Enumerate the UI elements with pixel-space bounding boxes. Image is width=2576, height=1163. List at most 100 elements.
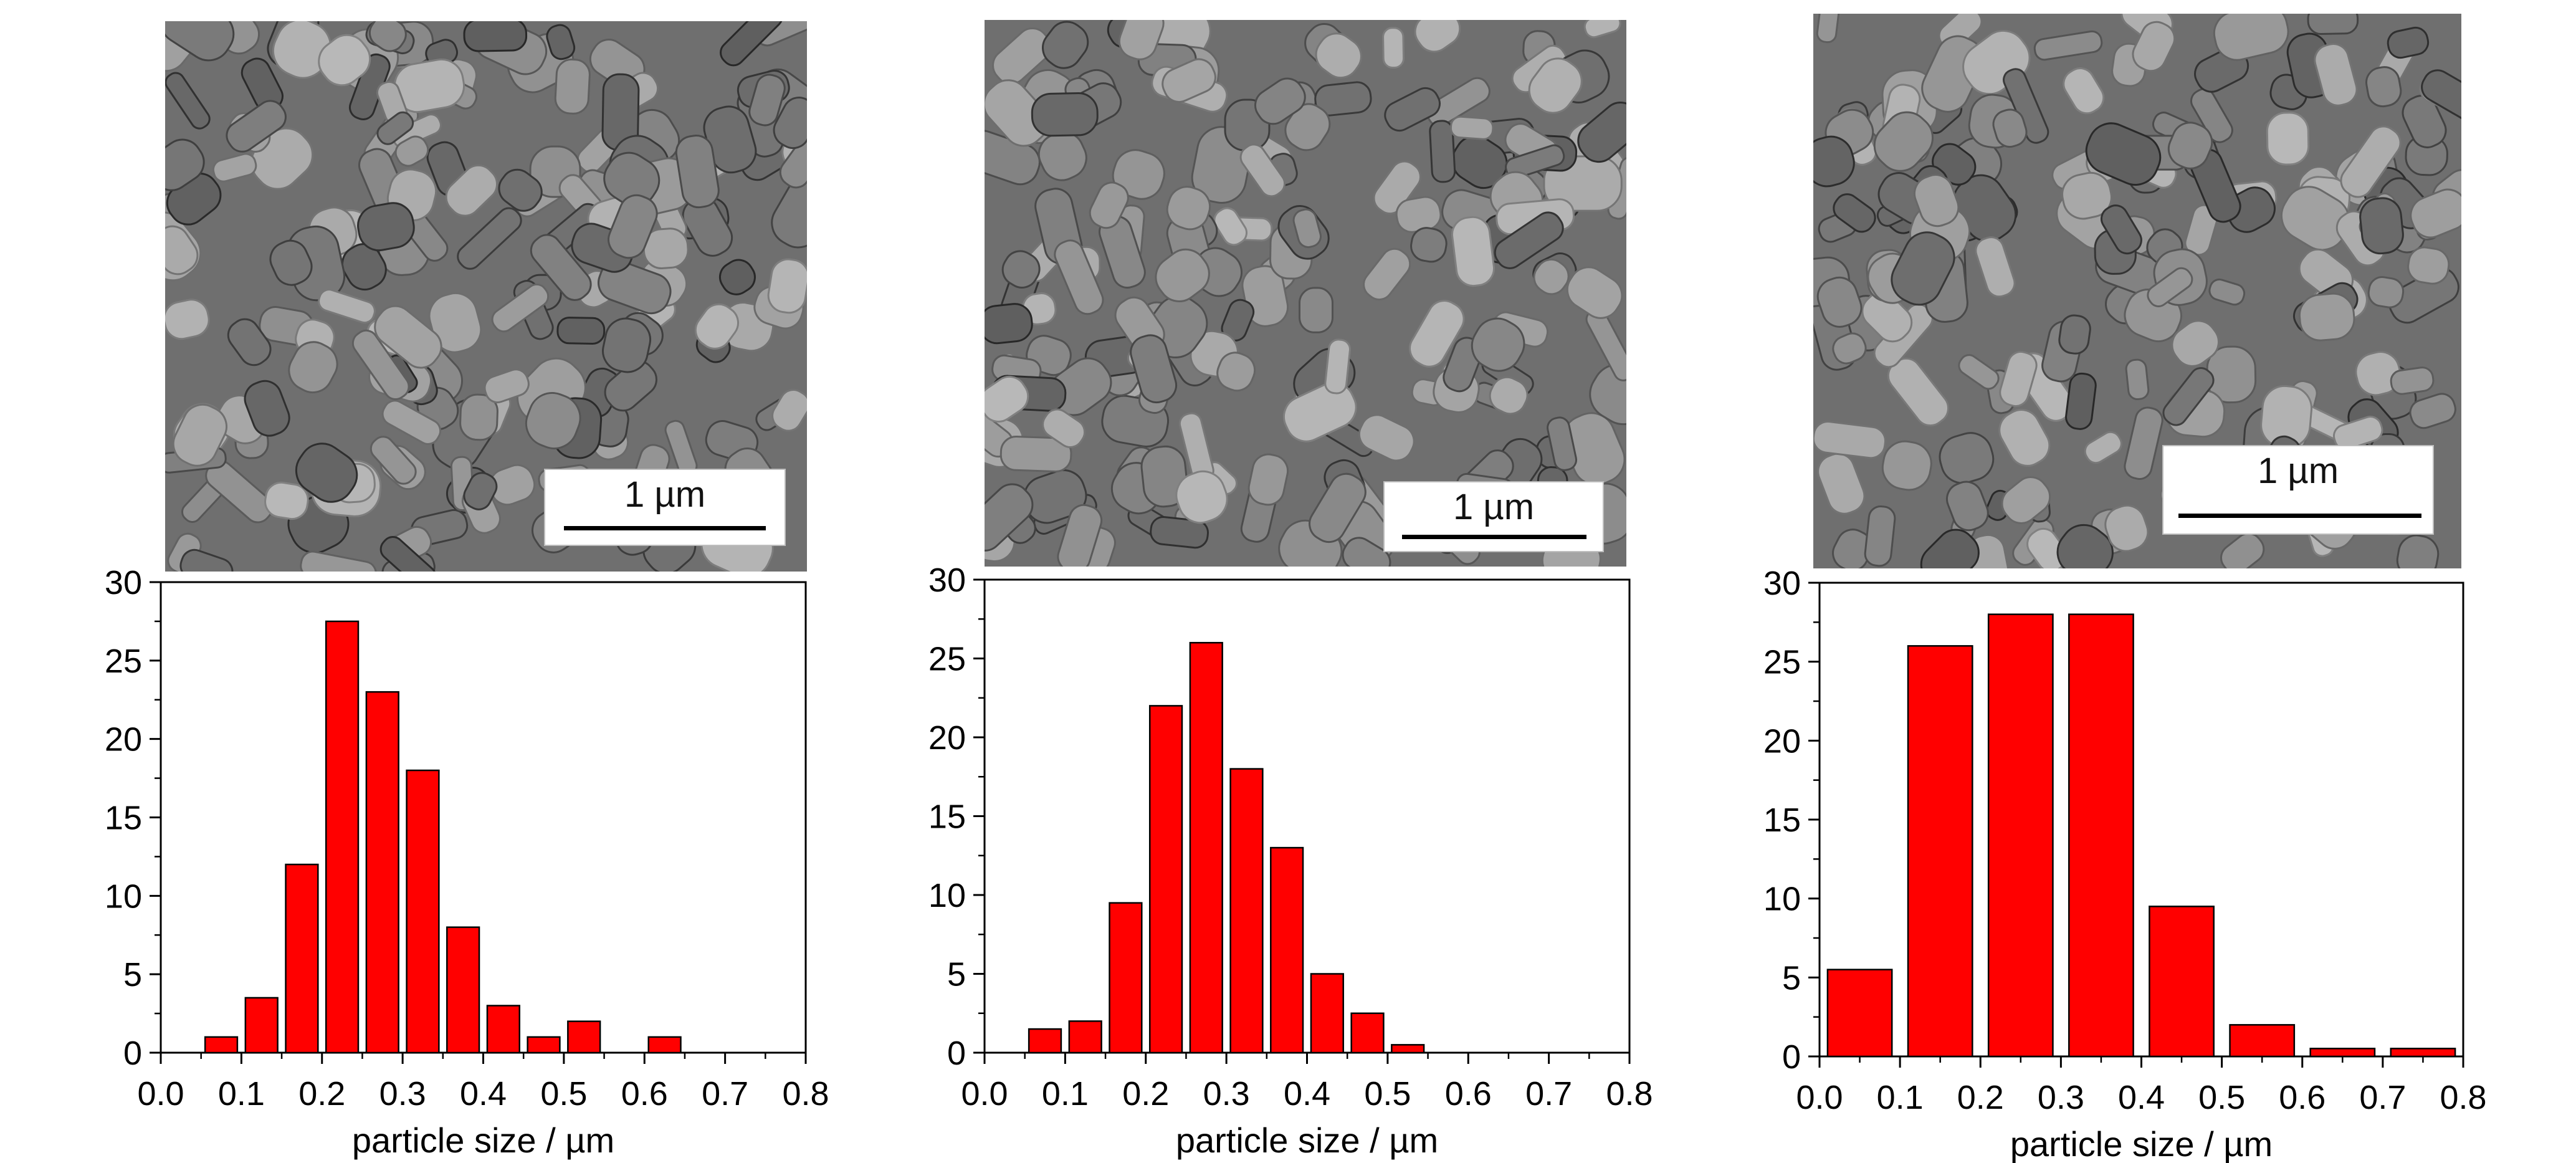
sem-particle bbox=[165, 299, 210, 340]
sem-particle bbox=[1410, 227, 1448, 263]
x-tick-label: 0.3 bbox=[2038, 1079, 2084, 1116]
histogram-bar bbox=[2068, 613, 2134, 1058]
plot-frame bbox=[160, 581, 807, 1054]
sem-particle bbox=[608, 194, 658, 259]
x-tick-label: 0.0 bbox=[1796, 1079, 1843, 1116]
sem-particle bbox=[1414, 20, 1461, 53]
sem-particle bbox=[2402, 95, 2447, 148]
sem-particle bbox=[1528, 57, 1583, 114]
sem-particle bbox=[244, 380, 290, 437]
y-tick-label: 15 bbox=[105, 800, 142, 837]
y-tick-label: 25 bbox=[1763, 644, 1801, 681]
sem-particle bbox=[1891, 231, 1955, 306]
sem-particle bbox=[165, 225, 199, 275]
sem-image-3: 1 µm bbox=[1813, 14, 2461, 568]
sem-particle bbox=[1999, 350, 2038, 408]
x-tick-label: 0.2 bbox=[1957, 1079, 2004, 1116]
sem-particle bbox=[2124, 406, 2163, 480]
sem-particle bbox=[1166, 186, 1211, 231]
y-tick-label: 0 bbox=[123, 1035, 142, 1072]
sem-particle bbox=[2101, 204, 2142, 255]
sem-particle bbox=[992, 27, 1052, 85]
y-tick-label: 20 bbox=[105, 721, 142, 759]
x-tick-label: 0.8 bbox=[2440, 1079, 2486, 1116]
x-tick-label: 0.5 bbox=[2198, 1079, 2245, 1116]
sem-particle bbox=[985, 375, 1029, 423]
sem-particle bbox=[2132, 21, 2176, 72]
histogram-bar bbox=[1987, 613, 2054, 1058]
figure-panel-3: 1 µm 0.0 0.1 0.2 0.3 0.4 0.5 0.6 0.7 0.8 0 5 10 15 20… bbox=[1654, 0, 2513, 1163]
sem-particle bbox=[1533, 258, 1570, 295]
sem-particle bbox=[1358, 414, 1415, 462]
y-tick-label: 15 bbox=[928, 798, 966, 836]
sem-particle bbox=[2033, 30, 2103, 61]
histogram-chart-2: 0.0 0.1 0.2 0.3 0.4 0.5 0.6 0.7 0.8 0 5 10 15 20 25 30 p… bbox=[928, 562, 1653, 1160]
sem-particle bbox=[165, 21, 235, 62]
sem-particle bbox=[1150, 515, 1209, 549]
sem-particle bbox=[1373, 160, 1421, 215]
figure-panel-1: 1 µm 0.0 0.1 0.2 0.3 0.4 0.5 0.6 0.7 0.8 0 5 10 15 20… bbox=[0, 0, 859, 1163]
sem-particle bbox=[1118, 20, 1165, 60]
scale-bar-label-1: 1 µm bbox=[624, 474, 706, 515]
sem-particle bbox=[771, 389, 807, 432]
sem-particle bbox=[1031, 92, 1099, 137]
sem-particle bbox=[165, 72, 211, 130]
sem-particle bbox=[602, 317, 652, 373]
sem-particle bbox=[2056, 524, 2114, 568]
sem-particle bbox=[1864, 505, 1896, 567]
sem-particle bbox=[368, 21, 407, 52]
sem-image-1: 1 µm bbox=[165, 21, 807, 572]
sem-particle bbox=[269, 239, 313, 286]
sem-particle bbox=[1589, 363, 1626, 426]
histogram-bar bbox=[527, 1036, 561, 1054]
x-tick-label: 0.3 bbox=[379, 1075, 426, 1113]
histogram-bar bbox=[2390, 1048, 2456, 1058]
sem-particle bbox=[212, 153, 257, 183]
sem-particle bbox=[2367, 276, 2405, 309]
figure-panel-2: 1 µm 0.0 0.1 0.2 0.3 0.4 0.5 0.6 0.7 0.8 0 5 10 15 20… bbox=[824, 0, 1682, 1163]
histogram-bar bbox=[406, 769, 440, 1054]
sem-particle bbox=[295, 443, 358, 503]
sem-particle bbox=[428, 292, 482, 353]
x-tick-label: 0.1 bbox=[1877, 1079, 1924, 1116]
sem-particle bbox=[718, 259, 756, 295]
scale-bar-box-2: 1 µm bbox=[1383, 481, 1604, 552]
sem-particle bbox=[2340, 125, 2402, 198]
sem-particle bbox=[2390, 366, 2435, 395]
sem-particle bbox=[381, 400, 442, 445]
sem-particle bbox=[357, 202, 415, 252]
sem-particle bbox=[445, 164, 499, 217]
sem-particle bbox=[491, 283, 550, 333]
x-tick-label: 0.0 bbox=[961, 1075, 1008, 1113]
sem-particle bbox=[394, 135, 429, 167]
sem-particle bbox=[2333, 416, 2383, 451]
sem-particle bbox=[2061, 171, 2112, 220]
sem-particle bbox=[1429, 120, 1456, 183]
sem-particle bbox=[318, 289, 376, 324]
sem-particle bbox=[1363, 247, 1411, 301]
y-tick-label: 30 bbox=[1763, 565, 1801, 602]
sem-particle bbox=[1130, 334, 1178, 404]
sem-particle bbox=[2407, 246, 2450, 285]
histogram-bar bbox=[567, 1020, 601, 1054]
sem-particle bbox=[985, 483, 1034, 552]
sem-particle bbox=[767, 258, 807, 314]
sem-particle bbox=[604, 360, 657, 412]
sem-particle bbox=[165, 138, 205, 191]
sem-particle bbox=[1089, 181, 1129, 229]
histogram-bar bbox=[1189, 641, 1223, 1054]
x-axis-label: particle size / µm bbox=[352, 1121, 614, 1160]
sem-particle bbox=[1946, 481, 1989, 532]
sem-particle bbox=[985, 303, 1033, 345]
sem-particle bbox=[2167, 122, 2213, 170]
sem-particle bbox=[2085, 122, 2162, 186]
x-tick-label: 0.4 bbox=[1284, 1075, 1330, 1113]
sem-particle bbox=[2307, 14, 2359, 35]
sem-particle bbox=[498, 168, 543, 212]
y-tick-label: 15 bbox=[1763, 802, 1801, 839]
sem-particle bbox=[226, 100, 287, 153]
sem-particle bbox=[530, 234, 592, 301]
sem-particle bbox=[1577, 102, 1626, 163]
x-tick-label: 0.5 bbox=[540, 1075, 587, 1113]
sem-particle bbox=[1813, 135, 1855, 188]
